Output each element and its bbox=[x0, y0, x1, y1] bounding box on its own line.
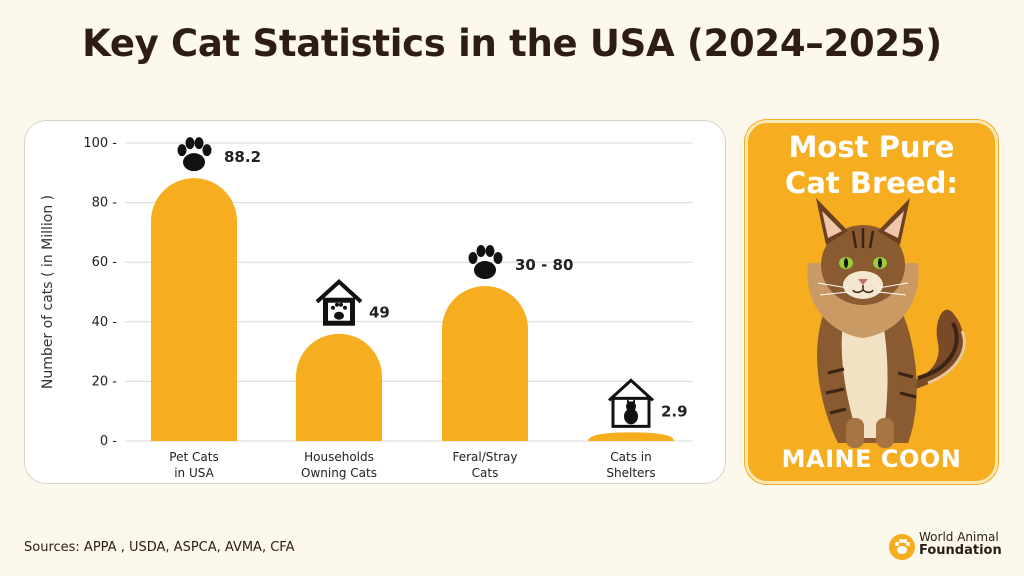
paw-house-icon bbox=[315, 279, 363, 326]
x-category-label: Households bbox=[304, 450, 374, 464]
bar bbox=[296, 333, 382, 441]
bar bbox=[442, 286, 528, 441]
y-tick-label: 20 - bbox=[92, 374, 118, 389]
breed-heading: Most Pure Cat Breed: bbox=[748, 129, 995, 201]
page-title: Key Cat Statistics in the USA (2024–2025… bbox=[82, 22, 942, 65]
bar bbox=[588, 432, 674, 441]
x-category-label: Cats in bbox=[610, 450, 651, 464]
paw-icon bbox=[468, 245, 503, 280]
chart-card: Number of cats ( in Million ) 0 - 20 - 40 -… bbox=[24, 120, 726, 484]
x-category-label: in USA bbox=[174, 466, 214, 480]
x-category-label: Cats bbox=[472, 466, 499, 480]
data-label: 49 bbox=[369, 304, 390, 322]
sources-text: Sources: APPA , USDA, ASPCA, AVMA, CFA bbox=[24, 540, 295, 555]
cat-house-icon bbox=[607, 378, 655, 428]
paw-heart-icon bbox=[889, 534, 915, 560]
logo-line1: World Animal bbox=[919, 530, 999, 544]
data-label: 2.9 bbox=[661, 402, 688, 420]
world-animal-foundation-logo: World Animal Foundation bbox=[886, 526, 1016, 566]
data-label: 30 - 80 bbox=[515, 256, 573, 274]
paw-icon bbox=[177, 137, 212, 172]
y-tick-label: 80 - bbox=[92, 196, 118, 211]
x-category-label: Owning Cats bbox=[301, 466, 377, 480]
breed-heading-line1: Most Pure bbox=[788, 130, 955, 164]
y-tick-label: 60 - bbox=[92, 255, 118, 270]
y-tick-label: 40 - bbox=[92, 315, 118, 330]
x-category-label: Feral/Stray bbox=[452, 450, 517, 464]
maine-coon-illustration bbox=[807, 198, 966, 448]
x-category-label: Shelters bbox=[606, 466, 655, 480]
bar-chart: Number of cats ( in Million ) 0 - 20 - 40 -… bbox=[40, 136, 693, 480]
y-tick-label: 100 - bbox=[83, 136, 117, 151]
breed-name: MAINE COON bbox=[781, 445, 962, 473]
data-label: 88.2 bbox=[224, 148, 261, 166]
x-category-label: Pet Cats bbox=[169, 450, 218, 464]
bar bbox=[151, 178, 237, 441]
breed-card: Most Pure Cat Breed: bbox=[745, 120, 998, 484]
y-axis-label: Number of cats ( in Million ) bbox=[40, 195, 56, 389]
breed-heading-line2: Cat Breed: bbox=[785, 166, 958, 200]
logo-line2: Foundation bbox=[919, 543, 1002, 558]
y-tick-label: 0 - bbox=[100, 434, 117, 449]
logo-text: World Animal Foundation bbox=[919, 530, 1002, 558]
